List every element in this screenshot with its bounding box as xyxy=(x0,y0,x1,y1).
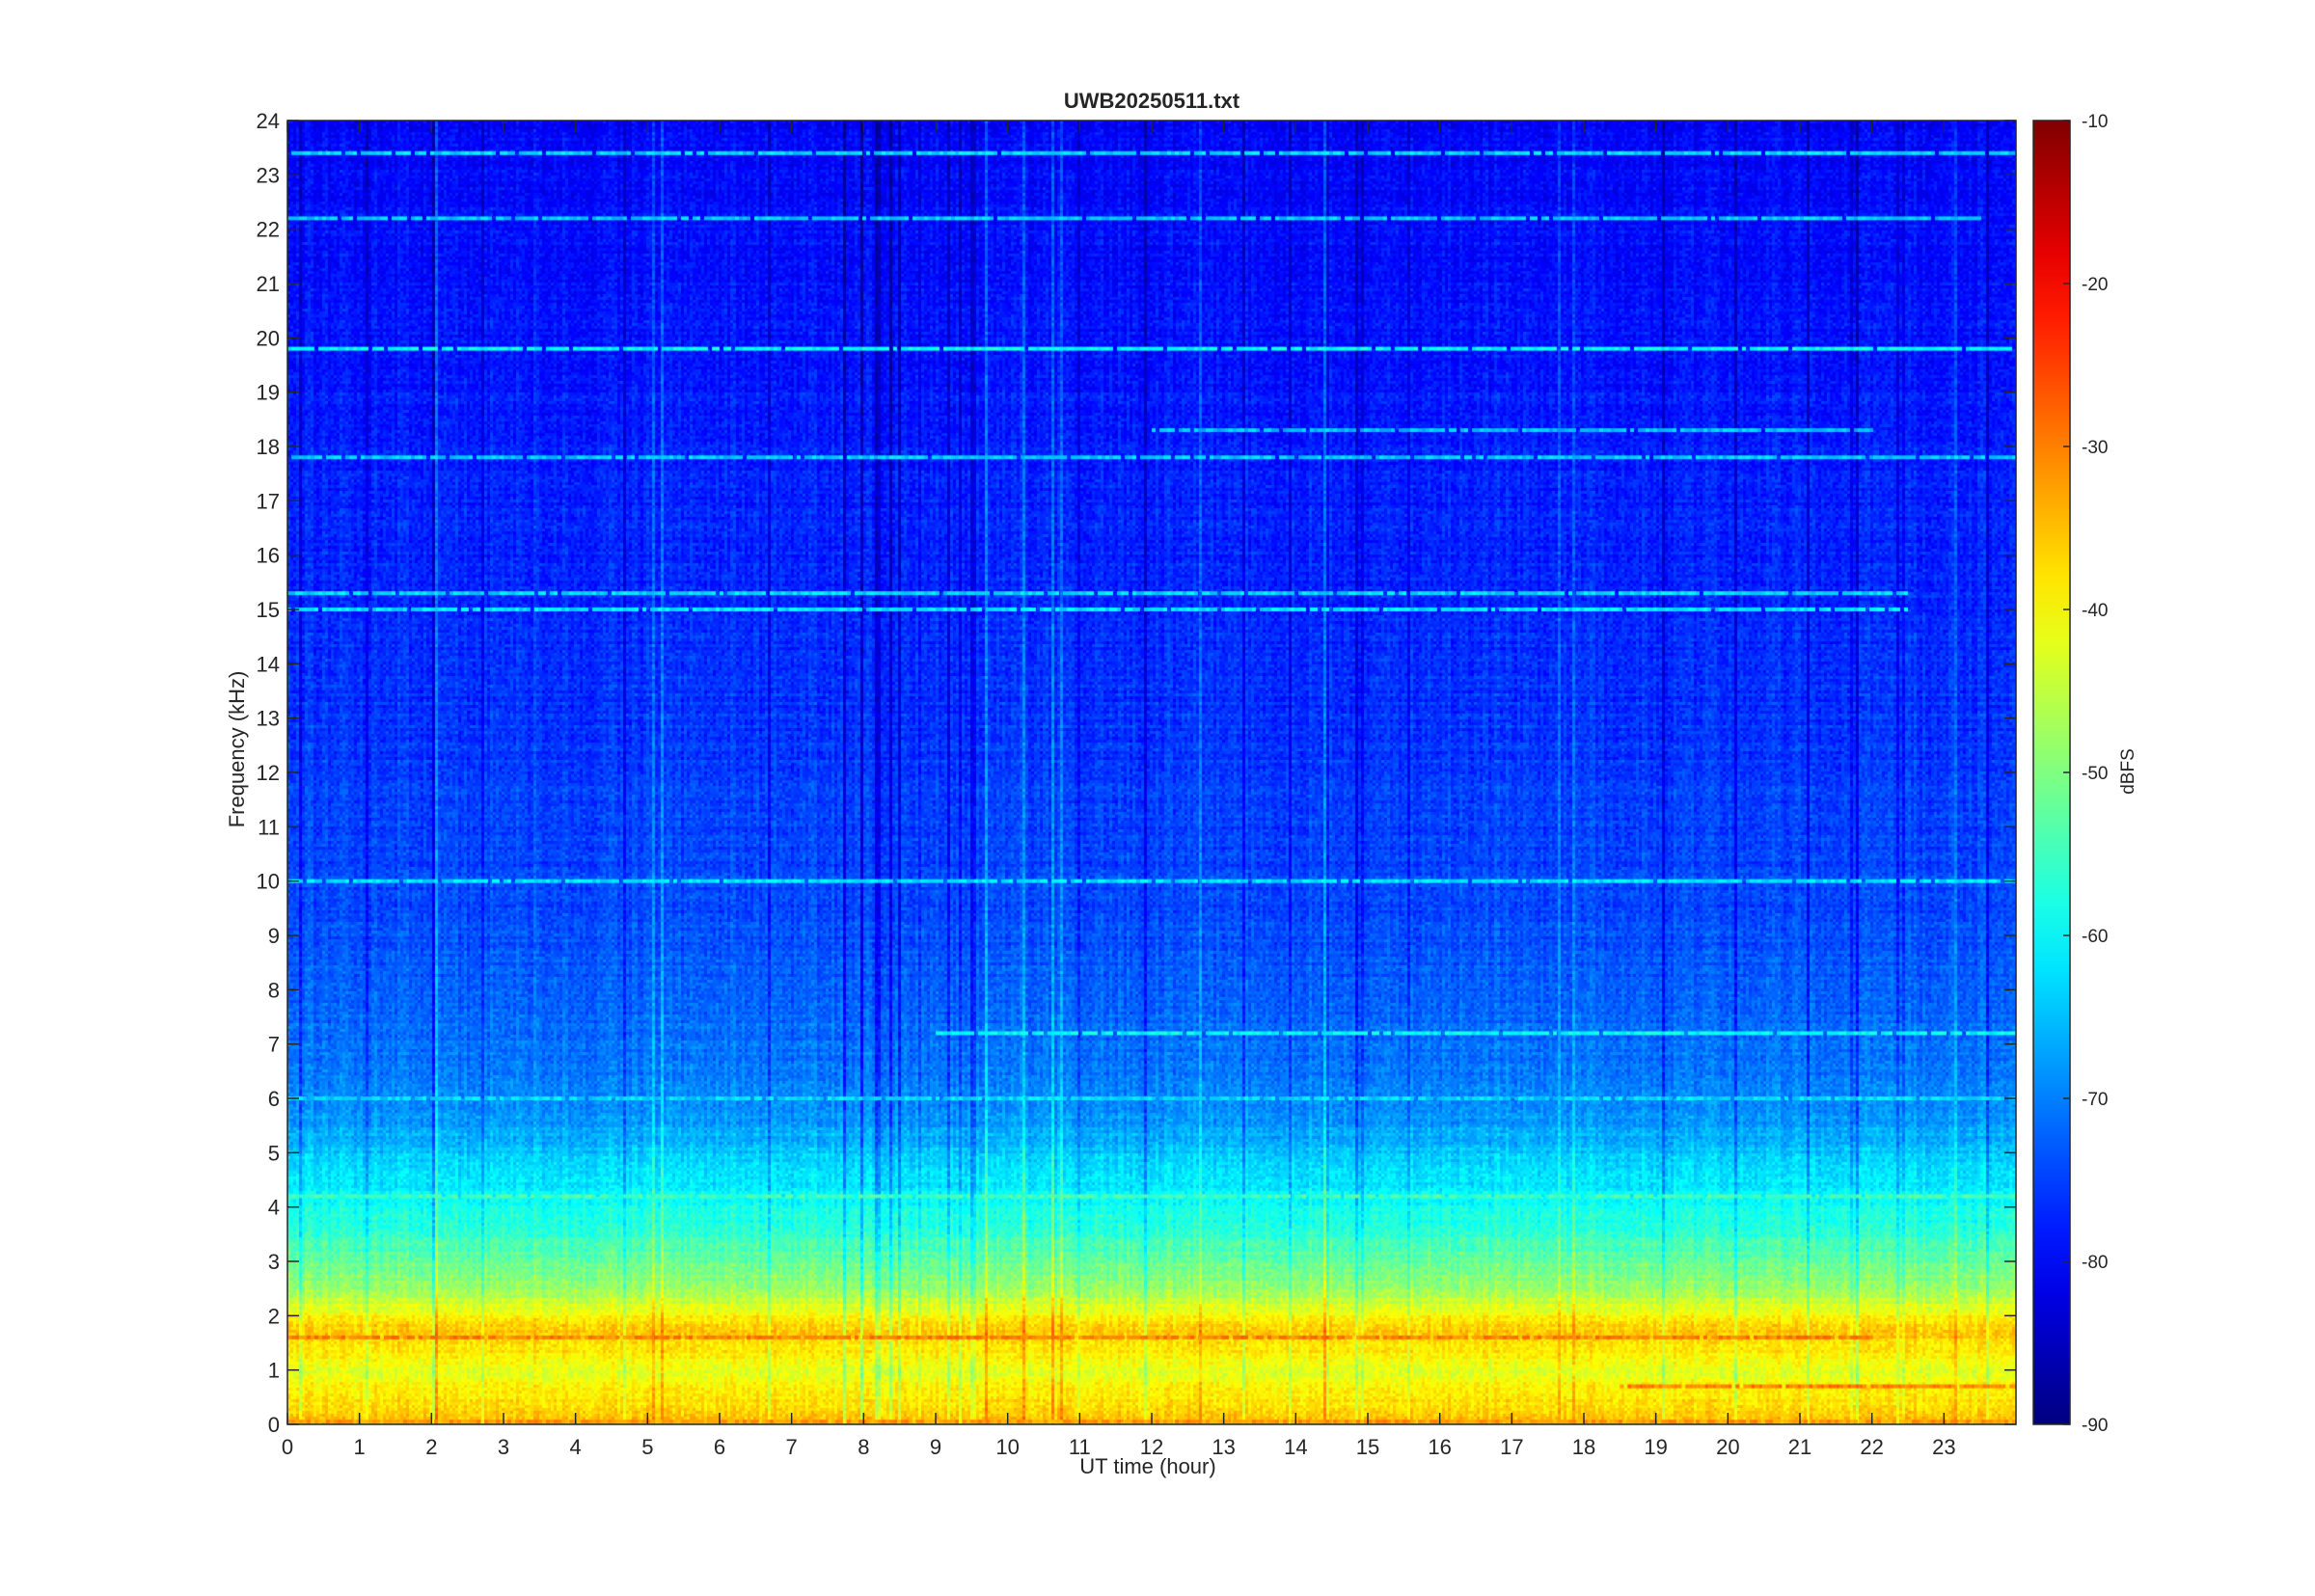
x-tick-label: 12 xyxy=(1140,1435,1163,1459)
y-tick-label: 6 xyxy=(268,1087,280,1111)
spectrogram-plot-area xyxy=(287,121,2016,1424)
y-tick-label: 18 xyxy=(257,435,280,459)
colorbar-tick-label: -10 xyxy=(2082,112,2108,132)
y-tick-label: 13 xyxy=(257,707,280,731)
y-tick-label: 12 xyxy=(257,761,280,785)
x-tick-label: 17 xyxy=(1500,1435,1523,1459)
colorbar-tick-label: -20 xyxy=(2082,275,2108,295)
x-tick-label: 15 xyxy=(1356,1435,1379,1459)
y-tick-label: 3 xyxy=(268,1250,280,1274)
x-tick-label: 20 xyxy=(1716,1435,1739,1459)
colorbar-tick-label: -60 xyxy=(2082,927,2108,947)
y-tick-label: 11 xyxy=(258,815,280,839)
y-tick-label: 0 xyxy=(268,1413,280,1437)
y-tick-label: 15 xyxy=(257,598,280,622)
y-tick-label: 20 xyxy=(257,326,280,350)
colorbar-tick-label: -80 xyxy=(2082,1253,2108,1273)
y-tick-label: 2 xyxy=(268,1304,280,1328)
x-tick-label: 5 xyxy=(641,1435,653,1459)
x-tick-label: 4 xyxy=(570,1435,582,1459)
x-tick-label: 23 xyxy=(1932,1435,1955,1459)
y-tick-label: 17 xyxy=(257,489,280,513)
x-tick-label: 9 xyxy=(930,1435,941,1459)
axes: 0 1 2 3 4 5 6 7 8 9 10 11 12 13 14 15 16 17 18 19 20 21 22 2301… xyxy=(257,109,2017,1459)
x-tick-label: 19 xyxy=(1644,1435,1667,1459)
x-tick-label: 10 xyxy=(995,1435,1019,1459)
y-tick-label: 7 xyxy=(268,1033,280,1057)
y-tick-label: 1 xyxy=(268,1359,280,1383)
colorbar-tick-label: -30 xyxy=(2082,438,2108,458)
y-tick-label: 4 xyxy=(268,1196,280,1220)
colorbar-label: dBFS xyxy=(2118,748,2138,795)
y-tick-label: 8 xyxy=(268,978,280,1002)
y-tick-label: 10 xyxy=(257,870,280,894)
y-tick-label: 19 xyxy=(257,381,280,405)
x-tick-label: 18 xyxy=(1572,1435,1595,1459)
y-tick-label: 23 xyxy=(257,163,280,187)
x-axis-label: UT time (hour) xyxy=(1079,1454,1215,1478)
x-tick-label: 11 xyxy=(1069,1435,1091,1459)
colorbar: -10 -20 -30 -40 -50 -60 -70 -80 -90 xyxy=(2032,112,2108,1436)
x-tick-label: 3 xyxy=(498,1435,509,1459)
colorbar-tick-label: -90 xyxy=(2082,1416,2108,1436)
y-tick-label: 5 xyxy=(268,1141,280,1165)
x-tick-label: 2 xyxy=(425,1435,437,1459)
x-tick-label: 6 xyxy=(714,1435,725,1459)
y-tick-label: 14 xyxy=(257,652,280,676)
y-tick-label: 24 xyxy=(257,109,280,133)
y-tick-label: 21 xyxy=(257,272,280,296)
x-tick-label: 7 xyxy=(786,1435,798,1459)
x-tick-label: 0 xyxy=(282,1435,293,1459)
y-tick-label: 22 xyxy=(257,218,280,242)
x-tick-label: 1 xyxy=(354,1435,366,1459)
x-tick-label: 14 xyxy=(1284,1435,1307,1459)
y-axis-label: Frequency (kHz) xyxy=(225,671,249,828)
y-tick-label: 16 xyxy=(257,544,280,568)
x-tick-label: 22 xyxy=(1860,1435,1883,1459)
x-tick-label: 16 xyxy=(1428,1435,1451,1459)
colorbar-tick-label: -50 xyxy=(2082,764,2108,784)
spectrogram-image xyxy=(287,121,2016,1424)
x-tick-label: 13 xyxy=(1212,1435,1235,1459)
colorbar-tick-label: -40 xyxy=(2082,601,2108,621)
y-tick-label: 9 xyxy=(268,924,280,948)
colorbar-tick-label: -70 xyxy=(2082,1090,2108,1110)
x-tick-label: 8 xyxy=(858,1435,869,1459)
x-tick-label: 21 xyxy=(1788,1435,1811,1459)
chart-title: UWB20250511.txt xyxy=(1064,89,1240,113)
